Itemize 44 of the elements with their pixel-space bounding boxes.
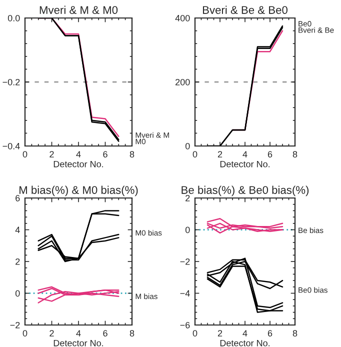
y-tick-label: −2 bbox=[10, 322, 20, 328]
x-tick-label: 6 bbox=[268, 330, 272, 336]
x-tick-label: 6 bbox=[103, 330, 108, 336]
y-tick-label: 0 bbox=[185, 226, 190, 234]
y-tick-label: 0 bbox=[15, 290, 20, 297]
y-tick-label: −0.4 bbox=[2, 142, 20, 150]
x-tick-label: 2 bbox=[50, 151, 54, 158]
x-tick-label: 8 bbox=[292, 330, 298, 336]
y-tick-label: 4 bbox=[15, 226, 20, 234]
x-tick-label: 4 bbox=[242, 151, 248, 158]
x-tick-label: 8 bbox=[292, 151, 298, 158]
x-tick-label: 8 bbox=[130, 330, 134, 336]
y-tick-label: 6 bbox=[16, 194, 20, 202]
y-tick-label: −4 bbox=[180, 290, 190, 297]
x-tick-label: 8 bbox=[130, 151, 134, 158]
x-axis-title: Detector No. bbox=[220, 160, 270, 168]
y-tick-label: 400 bbox=[175, 14, 190, 22]
y-tick-label: −2 bbox=[180, 258, 190, 265]
x-tick-label: 4 bbox=[76, 330, 81, 336]
x-axis-title: Detector No. bbox=[54, 160, 104, 168]
y-tick-label: 2 bbox=[16, 258, 20, 265]
chart-title: Mveri & M & M0 bbox=[40, 6, 118, 14]
y-tick-label: 2 bbox=[186, 194, 190, 202]
x-tick-label: 2 bbox=[50, 330, 54, 336]
x-tick-label: 4 bbox=[242, 330, 248, 336]
x-tick-label: 0 bbox=[22, 330, 28, 336]
chart-title: Bveri & Be & Be0 bbox=[202, 6, 288, 14]
y-tick-label: 200 bbox=[176, 78, 190, 86]
x-tick-label: 0 bbox=[192, 330, 198, 336]
y-tick-label: 0.0 bbox=[8, 14, 20, 22]
x-tick-label: 0 bbox=[192, 151, 198, 158]
x-axis-title: Detector No. bbox=[220, 340, 270, 346]
y-tick-label: −6 bbox=[180, 322, 190, 328]
y-tick-label: 0 bbox=[185, 142, 190, 150]
x-tick-label: 6 bbox=[268, 151, 272, 158]
x-tick-label: 2 bbox=[218, 330, 222, 336]
x-tick-label: 2 bbox=[218, 151, 222, 158]
x-tick-label: 4 bbox=[76, 151, 81, 158]
x-tick-label: 6 bbox=[103, 151, 108, 158]
x-axis-title: Detector No. bbox=[54, 340, 104, 346]
chart-title: M bias(%) & M0 bias(%) bbox=[20, 186, 138, 196]
y-tick-label: −0.2 bbox=[2, 78, 20, 86]
x-tick-label: 0 bbox=[22, 151, 28, 158]
chart-title: Be bias(%) & Be0 bias(%) bbox=[182, 186, 309, 196]
